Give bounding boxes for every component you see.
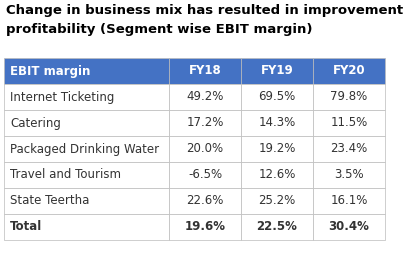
Text: 11.5%: 11.5%: [330, 117, 367, 130]
Bar: [241, 188, 312, 214]
Text: 17.2%: 17.2%: [186, 117, 223, 130]
Text: 22.5%: 22.5%: [256, 220, 297, 233]
Text: 23.4%: 23.4%: [330, 142, 367, 155]
Text: 3.5%: 3.5%: [333, 168, 363, 182]
Bar: [4, 162, 168, 188]
Bar: [241, 58, 312, 84]
Bar: [312, 58, 384, 84]
Text: State Teertha: State Teertha: [10, 195, 89, 208]
Bar: [168, 162, 241, 188]
Bar: [168, 136, 241, 162]
Text: FY20: FY20: [332, 65, 364, 77]
Bar: [241, 110, 312, 136]
Text: 49.2%: 49.2%: [186, 90, 223, 103]
Text: Change in business mix has resulted in improvement in: Change in business mix has resulted in i…: [6, 4, 405, 17]
Text: 19.2%: 19.2%: [258, 142, 295, 155]
Bar: [4, 58, 168, 84]
Bar: [241, 84, 312, 110]
Bar: [312, 188, 384, 214]
Text: profitability (Segment wise EBIT margin): profitability (Segment wise EBIT margin): [6, 23, 312, 36]
Bar: [312, 162, 384, 188]
Text: Internet Ticketing: Internet Ticketing: [10, 90, 114, 103]
Bar: [168, 84, 241, 110]
Text: EBIT margin: EBIT margin: [10, 65, 90, 77]
Text: 22.6%: 22.6%: [186, 195, 223, 208]
Text: 16.1%: 16.1%: [330, 195, 367, 208]
Bar: [4, 136, 168, 162]
Text: 25.2%: 25.2%: [258, 195, 295, 208]
Text: 14.3%: 14.3%: [258, 117, 295, 130]
Bar: [4, 188, 168, 214]
Text: FY18: FY18: [188, 65, 221, 77]
Bar: [241, 214, 312, 240]
Bar: [168, 214, 241, 240]
Text: 19.6%: 19.6%: [184, 220, 225, 233]
Bar: [168, 110, 241, 136]
Bar: [241, 162, 312, 188]
Text: Catering: Catering: [10, 117, 61, 130]
Text: Total: Total: [10, 220, 42, 233]
Text: Travel and Tourism: Travel and Tourism: [10, 168, 121, 182]
Bar: [241, 136, 312, 162]
Text: 20.0%: 20.0%: [186, 142, 223, 155]
Text: FY19: FY19: [260, 65, 293, 77]
Text: 69.5%: 69.5%: [258, 90, 295, 103]
Bar: [312, 84, 384, 110]
Bar: [312, 136, 384, 162]
Text: 79.8%: 79.8%: [330, 90, 367, 103]
Text: 30.4%: 30.4%: [328, 220, 369, 233]
Text: Packaged Drinking Water: Packaged Drinking Water: [10, 142, 159, 155]
Bar: [4, 110, 168, 136]
Bar: [168, 58, 241, 84]
Bar: [312, 214, 384, 240]
Bar: [4, 214, 168, 240]
Bar: [4, 84, 168, 110]
Text: 12.6%: 12.6%: [258, 168, 295, 182]
Text: -6.5%: -6.5%: [188, 168, 222, 182]
Bar: [312, 110, 384, 136]
Bar: [168, 188, 241, 214]
